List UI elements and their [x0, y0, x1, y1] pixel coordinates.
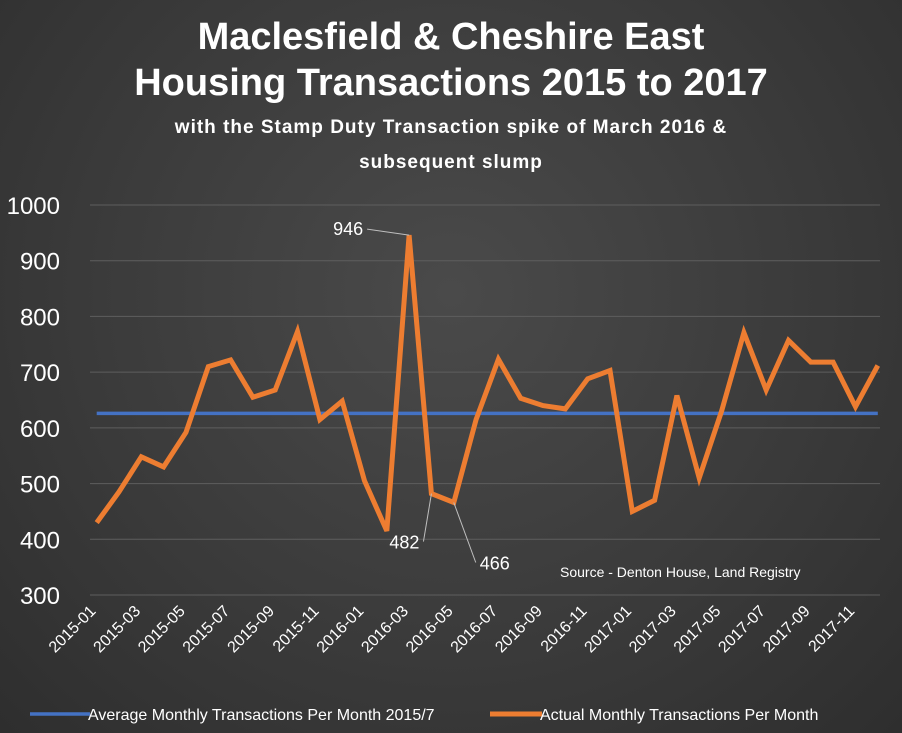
chart-subtitle-line2: subsequent slump — [359, 152, 543, 173]
x-tick-label: 2016-11 — [538, 603, 591, 656]
chart-title-line2: Housing Transactions 2015 to 2017 — [134, 62, 768, 104]
x-tick-label: 2017-11 — [806, 603, 859, 656]
legend: Average Monthly Transactions Per Month 2… — [30, 707, 818, 724]
y-tick-label: 900 — [20, 249, 60, 276]
y-axis-tick-labels: 300 400 500 600 700 800 900 1000 — [7, 193, 60, 610]
data-label: 482 — [389, 533, 419, 553]
x-tick-label: 2016-03 — [358, 603, 412, 657]
series-lines — [94, 234, 880, 532]
y-tick-label: 600 — [20, 416, 60, 443]
y-tick-label: 500 — [20, 472, 60, 499]
actual-series-line — [94, 234, 880, 532]
x-tick-label: 2015-07 — [180, 603, 234, 657]
x-tick-label: 2016-05 — [403, 603, 457, 657]
data-label: 946 — [333, 219, 363, 239]
x-tick-label: 2015-01 — [46, 603, 100, 657]
chart-subtitle-line1: with the Stamp Duty Transaction spike of… — [174, 117, 728, 138]
x-tick-label: 2016-07 — [448, 603, 502, 657]
y-tick-label: 300 — [20, 583, 60, 610]
annotation-leader — [453, 502, 477, 563]
legend-label: Average Monthly Transactions Per Month 2… — [88, 707, 435, 724]
y-tick-label: 800 — [20, 304, 60, 331]
x-tick-label: 2017-09 — [760, 603, 814, 657]
source-note: Source - Denton House, Land Registry — [560, 564, 800, 580]
annotations: 946 482 466 — [333, 219, 510, 573]
x-tick-label: 2017-03 — [626, 603, 680, 657]
data-label: 466 — [480, 554, 510, 574]
y-tick-label: 1000 — [7, 193, 60, 220]
chart-title-line1: Maclesfield & Cheshire East — [197, 16, 705, 58]
y-tick-label: 400 — [20, 527, 60, 554]
x-tick-label: 2016-01 — [314, 603, 368, 657]
annotation-leader — [367, 228, 410, 236]
x-axis-tick-labels: 2015-012015-032015-052015-072015-092015-… — [46, 603, 858, 657]
annotation-leader — [422, 493, 432, 542]
x-tick-label: 2017-01 — [582, 603, 636, 657]
x-tick-label: 2017-05 — [671, 603, 725, 657]
x-tick-label: 2017-07 — [715, 603, 769, 657]
x-tick-label: 2015-03 — [91, 603, 145, 657]
legend-label: Actual Monthly Transactions Per Month — [540, 707, 818, 724]
x-tick-label: 2015-05 — [135, 603, 189, 657]
x-tick-label: 2015-11 — [270, 603, 323, 656]
x-tick-label: 2015-09 — [225, 603, 279, 657]
gridlines — [90, 204, 880, 596]
chart-title-block: Maclesfield & Cheshire East Housing Tran… — [0, 14, 902, 176]
x-tick-label: 2016-09 — [492, 603, 546, 657]
y-tick-label: 700 — [20, 360, 60, 387]
